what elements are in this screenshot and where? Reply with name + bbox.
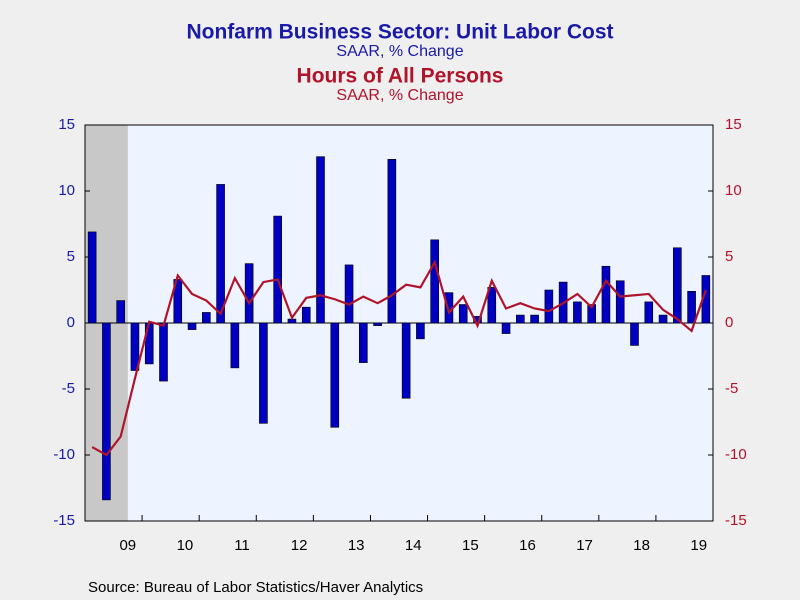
source: Source: Bureau of Labor Statistics/Haver…	[88, 579, 423, 596]
x-tick-label: 19	[690, 537, 707, 554]
x-tick-label: 11	[234, 537, 250, 554]
y-tick-label: 0	[67, 314, 75, 331]
bar	[159, 322, 168, 382]
bar	[301, 306, 311, 324]
bar	[330, 322, 340, 428]
bar	[458, 304, 468, 324]
bar	[401, 322, 411, 399]
y2-tick-label: 10	[725, 182, 742, 199]
y2-tick-label: 0	[725, 314, 733, 331]
chart-subtitle: SAAR, % Change	[336, 43, 463, 60]
y-tick-label: 10	[58, 182, 75, 199]
bar	[216, 184, 225, 324]
x-tick-label: 12	[291, 537, 308, 554]
x-tick-label: 16	[519, 537, 536, 554]
bar	[644, 301, 654, 324]
y-tick-label: -15	[53, 512, 75, 529]
bar	[615, 280, 625, 324]
bar	[501, 322, 511, 334]
bar	[130, 322, 140, 371]
y2-tick-label: 15	[725, 116, 742, 133]
bar	[416, 322, 425, 340]
bar	[373, 322, 382, 326]
x-tick-label: 14	[405, 537, 422, 554]
bar	[387, 159, 397, 324]
y-tick-label: 5	[67, 248, 75, 265]
bar	[573, 301, 582, 324]
bar	[102, 322, 111, 501]
x-tick-label: 17	[576, 537, 593, 554]
bar	[630, 322, 639, 346]
bar	[359, 322, 368, 363]
bar	[530, 314, 539, 324]
y-tick-label: 15	[58, 116, 75, 133]
chart-subtitle-2: SAAR, % Change	[336, 87, 463, 104]
y2-tick-label: -15	[725, 512, 747, 529]
x-tick-label: 18	[633, 537, 650, 554]
bar	[244, 263, 254, 324]
y2-tick-label: 5	[725, 248, 733, 265]
x-tick-label: 15	[462, 537, 479, 554]
y2-tick-label: -10	[725, 446, 747, 463]
bar	[316, 156, 325, 324]
x-tick-label: 13	[348, 537, 365, 554]
bar	[259, 322, 268, 424]
bar	[344, 264, 354, 324]
x-tick-label: 09	[119, 537, 136, 554]
line	[91, 259, 707, 457]
bar	[202, 312, 211, 324]
chart-title-2: Hours of All Persons	[297, 65, 504, 88]
bar	[601, 265, 611, 324]
bar	[87, 231, 97, 324]
bar	[687, 291, 696, 324]
bar	[658, 314, 668, 324]
bar	[287, 318, 297, 324]
x-tick-label: 10	[177, 537, 194, 554]
bar	[187, 322, 197, 330]
bar	[430, 239, 439, 324]
bar	[273, 215, 282, 324]
bar	[116, 300, 125, 324]
bar	[587, 304, 596, 324]
y-tick-label: -10	[53, 446, 75, 463]
bar	[487, 287, 497, 324]
bar	[673, 247, 682, 324]
chart-title: Nonfarm Business Sector: Unit Labor Cost	[186, 21, 613, 44]
plot-frame	[84, 124, 714, 522]
y-tick-label: -5	[62, 380, 75, 397]
bar	[230, 322, 240, 369]
bar	[516, 314, 525, 324]
y2-tick-label: -5	[725, 380, 738, 397]
bar	[544, 289, 554, 324]
